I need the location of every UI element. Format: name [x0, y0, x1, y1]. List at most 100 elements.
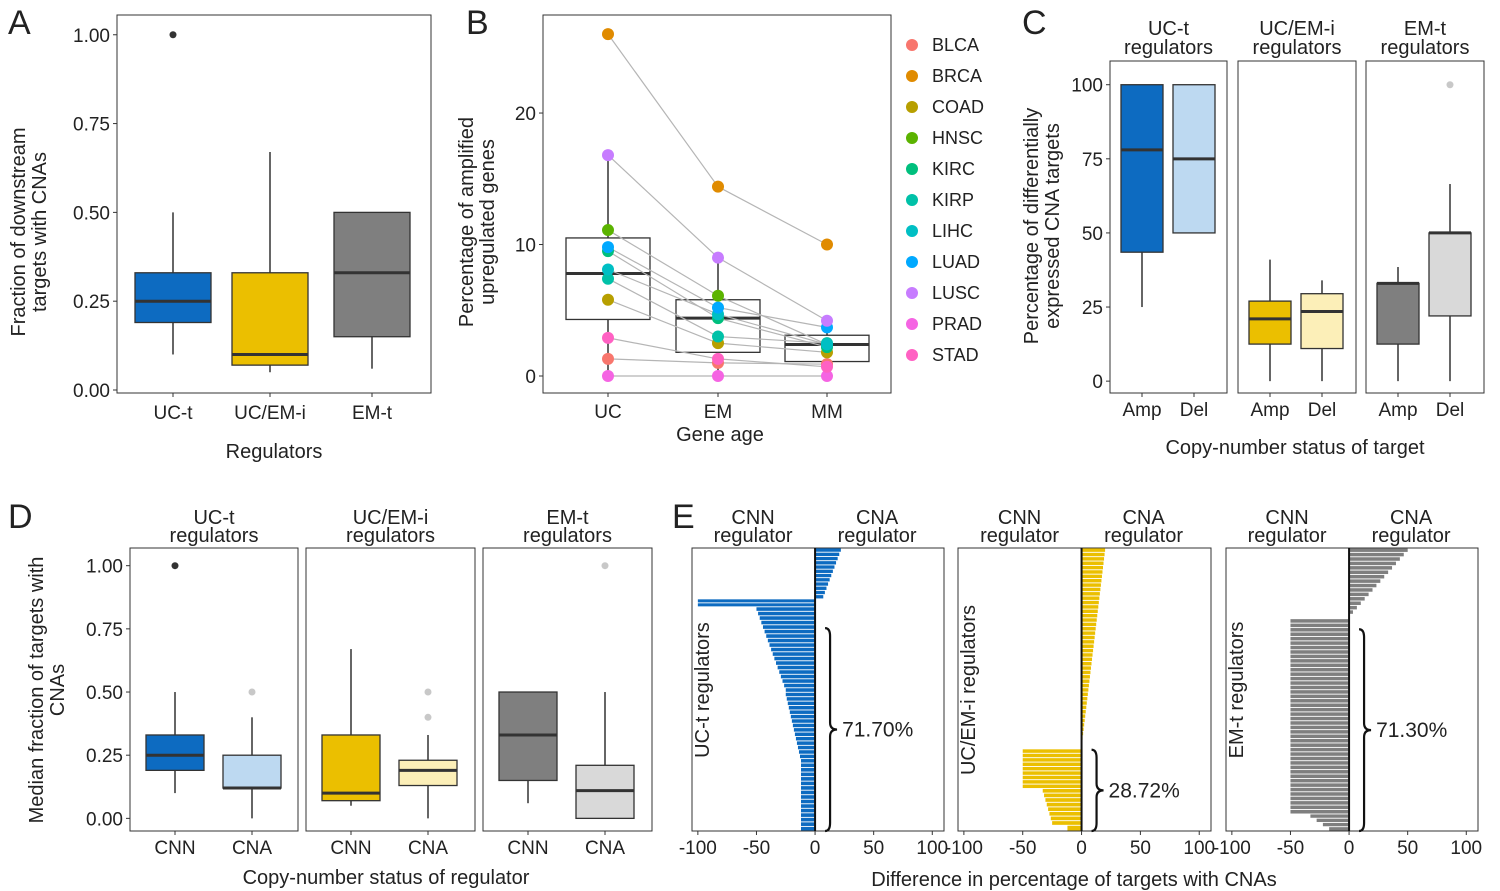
- panel-e-facet-1-bar-52: [1022, 775, 1082, 780]
- panel-e-facet-0-bar-0: [815, 548, 841, 552]
- panel-c-facet-1-frame: [1237, 60, 1357, 394]
- panel-e-facet-0-bar-2: [815, 556, 838, 561]
- panel-e-facet-1-bar-20: [1081, 635, 1095, 640]
- panel-e-facet-0-bar-39: [791, 719, 816, 723]
- panel-e-facet-2-bar-44: [1290, 743, 1350, 747]
- panel-e-facet-2-xticklabel-0: -100: [1213, 838, 1251, 859]
- panel-e-facet-1-bar-36: [1081, 705, 1087, 710]
- panel-e-facet-2-bar-29: [1290, 676, 1350, 681]
- panel-e-facet-1-bar-63: [1067, 825, 1082, 831]
- panel-c-y-ticklabel-2: 50: [1082, 224, 1103, 245]
- panel-b-xlabel-2: MM: [811, 402, 843, 423]
- panel-e-facet-1-xticklabel-1: -50: [1009, 838, 1036, 859]
- panel-e-facet-2-bar-11: [1349, 597, 1365, 601]
- panel-d-facet-1-frame: [305, 547, 476, 832]
- panel-e-facet-2-frame: [1225, 547, 1479, 832]
- panel-e-facet-1-bar-26: [1081, 661, 1092, 666]
- legend-key-LUSC: [906, 287, 918, 299]
- panel-c-strip-0-line1: UC-t: [1148, 18, 1190, 40]
- panel-e-facet-2-bar-14: [1349, 610, 1353, 614]
- panel-b-point-LUSC-UC: [602, 149, 614, 162]
- panel-b-link-LUSC-1: [717, 257, 828, 322]
- panel-e-facet-0-frame: [691, 547, 945, 832]
- panel-letter-c: C: [1022, 4, 1047, 42]
- panel-e-facet-1-bar-48: [1022, 758, 1082, 762]
- legend-label-COAD: COAD: [932, 97, 984, 117]
- panel-e-facet-2-bar-35: [1290, 703, 1350, 708]
- panel-e-facet-0-bar-36: [788, 705, 816, 710]
- panel-e-facet-0-bar-52: [801, 777, 816, 781]
- panel-e-facet-2-bar-59: [1290, 809, 1350, 814]
- legend-key-KIRC: [906, 163, 918, 175]
- panel-e-facet-0-bar-22: [769, 643, 816, 647]
- panel-e-facet-1-bar-8: [1081, 583, 1101, 587]
- panel-e-facet-2-bar-25: [1290, 659, 1350, 663]
- panel-e-facet-0-bar-24: [772, 652, 816, 656]
- panel-e-facet-1-bar-53: [1022, 780, 1082, 784]
- panel-e-facet-0-bar-38: [790, 714, 816, 719]
- panel-e-facet-1-bar-60: [1049, 811, 1082, 816]
- panel-e-facet-2-bar-2: [1349, 557, 1400, 561]
- panel-e-facet-0-bar-53: [801, 781, 816, 786]
- panel-e-facet-1-bar-6: [1081, 574, 1102, 579]
- panel-e-facet-2-head-cnn-2: regulator: [1248, 525, 1327, 547]
- panel-e-facet-2-bar-9: [1349, 588, 1373, 592]
- panel-d-facet-2-box-1-outlier-0: [601, 562, 609, 570]
- legend-key-LIHC: [906, 225, 918, 237]
- panel-letter-a: A: [8, 4, 31, 42]
- panel-e-facet-0-bar-37: [789, 710, 816, 714]
- panel-b-point-LUAD-EM: [712, 301, 724, 314]
- panel-e-facet-1-head-cna-1: CNA: [1122, 507, 1165, 529]
- legend-key-STAD: [906, 349, 918, 361]
- panel-e-facet-0-bar-29: [780, 674, 816, 679]
- panel-b-point-LIHC-MM: [821, 338, 833, 351]
- panel-e-facet-0-head-cnn-1: CNN: [731, 507, 774, 529]
- panel-e-facet-0-bar-27: [777, 665, 816, 670]
- panel-e-facet-2-bar-16: [1290, 619, 1350, 623]
- panel-d-strip-0-line1: UC-t: [193, 507, 235, 529]
- panel-e-facet-1-bar-9: [1081, 587, 1101, 592]
- legend-key-BLCA: [906, 39, 918, 51]
- panel-e-facet-0-bar-51: [801, 772, 816, 777]
- legend-key-KIRP: [906, 194, 918, 206]
- panel-d-y-ticklabel-4: 1.00: [86, 557, 123, 578]
- panel-e-facet-2-bar-10: [1349, 592, 1369, 597]
- panel-a-y-ticklabel-0: 0.00: [73, 381, 110, 402]
- panel-e-facet-0-bar-63: [801, 826, 816, 831]
- panel-b-y-ticklabel-0: 0: [525, 367, 536, 388]
- panel-d-strip-2-line2: regulators: [523, 525, 612, 547]
- legend-label-PRAD: PRAD: [932, 314, 982, 334]
- panel-e-facet-1-bar-5: [1081, 570, 1103, 574]
- panel-d-facet-0-box-0-iqr: [145, 734, 205, 772]
- panel-e-facet-0-bar-58: [801, 804, 816, 808]
- panel-e-facet-0-bar-47: [799, 754, 816, 759]
- panel-e-facet-2-bar-37: [1290, 712, 1350, 716]
- panel-e-facet-0-bar-25: [774, 656, 816, 661]
- panel-e-facet-2-bar-53: [1290, 783, 1350, 787]
- panel-e-facet-1-bar-0: [1081, 548, 1106, 552]
- panel-e-facet-0-bar-31: [784, 683, 816, 688]
- panel-b-y-title-2: upregulated genes: [477, 139, 499, 305]
- panel-c-facet-0-xlabel-0: Amp: [1122, 400, 1161, 421]
- panel-b-xlabel-0: UC: [594, 402, 621, 423]
- panel-e-facet-1-head-cnn-1: CNN: [998, 507, 1041, 529]
- panel-b-point-PRAD-MM: [821, 370, 833, 382]
- panel-e-facet-2-xticklabel-3: 50: [1397, 838, 1418, 859]
- panel-e-facet-1-bar-61: [1050, 816, 1082, 821]
- panel-e-facet-0-percent: 71.70%: [842, 719, 913, 742]
- panel-e-facet-0-bar-28: [779, 670, 816, 674]
- panel-b-point-LUAD-UC: [602, 241, 614, 254]
- panel-c-facet-1-box-1-iqr: [1300, 293, 1344, 350]
- panel-b-link-BRCA-1: [717, 186, 828, 246]
- panel-a-xlabel-2: EM-t: [352, 403, 393, 424]
- panel-d-facet-1-xlabel-1: CNA: [408, 838, 448, 859]
- panel-e-facet-2-bar-54: [1290, 787, 1350, 792]
- panel-e-facet-1-head-cna-2: regulator: [1104, 525, 1183, 547]
- panel-d-y-ticklabel-0: 0.00: [86, 809, 123, 830]
- panel-e-facet-1-bar-31: [1081, 683, 1089, 688]
- panel-e-facet-1-bar-41: [1081, 727, 1084, 731]
- panel-e-facet-0-bar-60: [801, 813, 816, 817]
- legend-label-HNSC: HNSC: [932, 128, 983, 148]
- panel-b-point-STAD-MM: [821, 360, 833, 373]
- panel-d-facet-1-xlabel-0: CNN: [330, 838, 371, 859]
